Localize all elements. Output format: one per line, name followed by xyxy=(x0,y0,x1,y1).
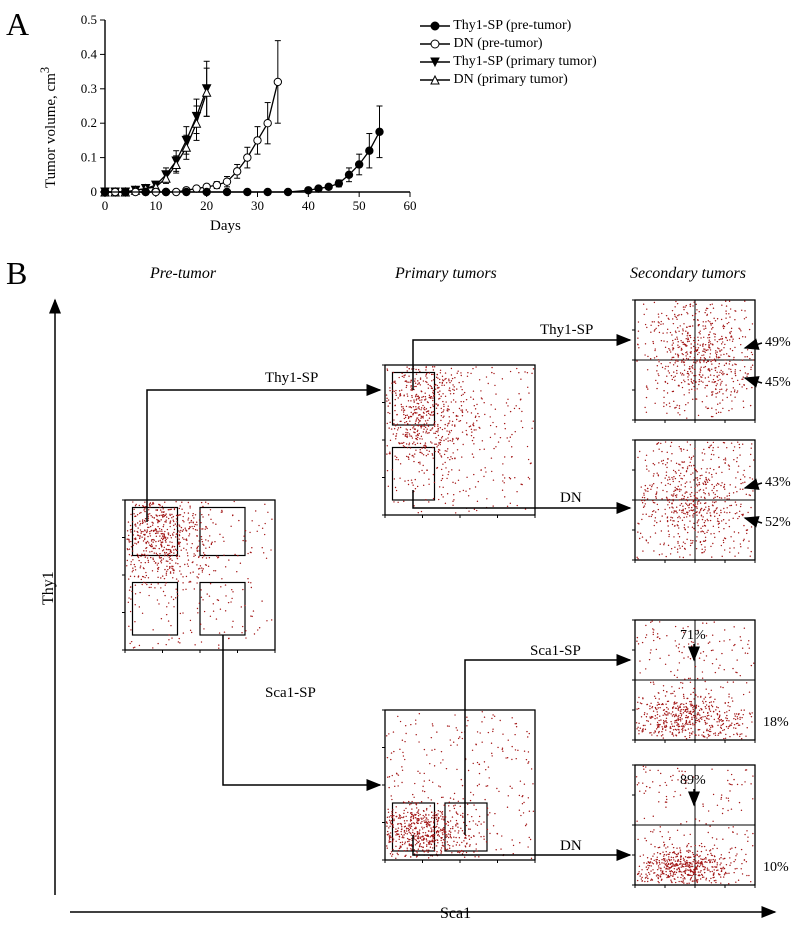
svg-text:40: 40 xyxy=(302,198,315,213)
legend-label-1: DN (pre-tumor) xyxy=(454,36,543,51)
flow-label-dn-2: DN xyxy=(560,838,582,855)
pct-c-lower: 18% xyxy=(763,715,789,731)
legend-label-3: DN (primary tumor) xyxy=(454,72,568,87)
svg-text:10: 10 xyxy=(149,198,162,213)
pct-a-upper: 49% xyxy=(765,335,791,351)
col-header-primary: Primary tumors xyxy=(395,265,497,283)
flow-label-sca1sp-2: Sca1-SP xyxy=(530,643,581,660)
pct-d-lower: 10% xyxy=(763,860,789,876)
svg-text:0: 0 xyxy=(91,184,98,199)
legend-marker-2 xyxy=(420,55,450,69)
legend-marker-3 xyxy=(420,73,450,87)
legend-label-2: Thy1-SP (primary tumor) xyxy=(453,54,596,69)
panel-a-ylabel-text: Tumor volume, cm xyxy=(43,73,59,188)
figure-canvas: A 0 10 20 30 40 50 60 0 0.1 0.2 0.3 0.4 0.5 Tumor vo… xyxy=(0,0,800,932)
svg-text:30: 30 xyxy=(251,198,264,213)
panel-a-ylabel-sup: 3 xyxy=(38,67,52,73)
flow-label-thy1sp: Thy1-SP xyxy=(265,370,318,387)
pct-b-lower: 52% xyxy=(765,515,791,531)
svg-text:0: 0 xyxy=(102,198,109,213)
legend-entry-2: Thy1-SP (primary tumor) xyxy=(420,54,597,70)
legend-entry-0: Thy1-SP (pre-tumor) xyxy=(420,18,571,34)
panel-b-label: B xyxy=(6,255,27,292)
flow-label-sca1sp: Sca1-SP xyxy=(265,685,316,702)
panel-a-label: A xyxy=(6,6,29,43)
flow-label-dn-1: DN xyxy=(560,490,582,507)
legend-label-0: Thy1-SP (pre-tumor) xyxy=(453,18,571,33)
legend-marker-0 xyxy=(420,20,450,32)
panel-a-ylabel: Tumor volume, cm3 xyxy=(38,67,60,188)
pct-d-upper: 89% xyxy=(680,773,706,789)
svg-text:20: 20 xyxy=(200,198,213,213)
legend-entry-1: DN (pre-tumor) xyxy=(420,36,543,52)
svg-text:0.2: 0.2 xyxy=(81,115,97,130)
panel-b-xlabel: Sca1 xyxy=(440,905,471,923)
svg-text:0.4: 0.4 xyxy=(81,46,98,61)
pct-a-lower: 45% xyxy=(765,375,791,391)
pct-c-upper: 71% xyxy=(680,628,706,644)
flow-label-thy1sp-2: Thy1-SP xyxy=(540,322,593,339)
svg-text:50: 50 xyxy=(353,198,366,213)
svg-text:0.5: 0.5 xyxy=(81,12,97,27)
col-header-secondary: Secondary tumors xyxy=(630,265,746,283)
legend-entry-3: DN (primary tumor) xyxy=(420,72,568,88)
legend-marker-1 xyxy=(420,38,450,50)
panel-a-chart: 0 10 20 30 40 50 60 0 0.1 0.2 0.3 0.4 0.5 xyxy=(50,10,420,230)
svg-text:0.3: 0.3 xyxy=(81,81,97,96)
pct-b-upper: 43% xyxy=(765,475,791,491)
panel-b-ylabel: Thy1 xyxy=(40,571,58,605)
panel-a-xlabel: Days xyxy=(210,218,241,235)
svg-text:60: 60 xyxy=(404,198,417,213)
col-header-pretumor: Pre-tumor xyxy=(150,265,216,283)
svg-text:0.1: 0.1 xyxy=(81,150,97,165)
